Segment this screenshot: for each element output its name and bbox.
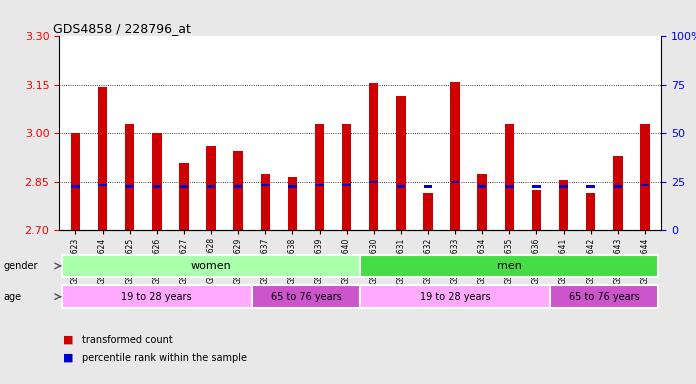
Bar <box>614 185 622 188</box>
Bar <box>62 285 252 308</box>
Bar <box>640 184 649 187</box>
Bar <box>152 185 161 188</box>
Bar <box>477 174 487 230</box>
Bar <box>342 184 351 187</box>
Text: GDS4858 / 228796_at: GDS4858 / 228796_at <box>53 22 191 35</box>
Bar <box>424 185 432 188</box>
Bar <box>180 185 188 188</box>
Bar <box>396 96 406 230</box>
Bar <box>62 255 360 277</box>
Text: men: men <box>497 261 522 271</box>
Bar <box>315 124 324 230</box>
Bar <box>586 193 596 230</box>
Bar <box>532 190 541 230</box>
Bar <box>206 146 216 230</box>
Text: transformed count: transformed count <box>82 335 173 345</box>
Text: percentile rank within the sample: percentile rank within the sample <box>82 353 247 363</box>
Text: 65 to 76 years: 65 to 76 years <box>569 291 640 302</box>
Bar <box>179 162 189 230</box>
Bar <box>234 185 242 188</box>
Bar <box>423 193 433 230</box>
Text: 65 to 76 years: 65 to 76 years <box>271 291 341 302</box>
Bar <box>505 185 514 188</box>
Bar <box>613 156 622 230</box>
Bar <box>587 185 595 188</box>
Text: gender: gender <box>3 261 38 271</box>
Bar <box>98 184 106 187</box>
Bar <box>360 285 550 308</box>
Bar <box>450 82 460 230</box>
Bar <box>342 124 351 230</box>
Bar <box>370 180 378 183</box>
Bar <box>261 184 269 187</box>
Text: women: women <box>191 261 231 271</box>
Bar <box>560 185 568 188</box>
Bar <box>360 255 658 277</box>
Text: 19 to 28 years: 19 to 28 years <box>122 291 192 302</box>
Bar <box>71 134 80 230</box>
Bar <box>252 285 360 308</box>
Bar <box>505 124 514 230</box>
Bar <box>397 185 405 188</box>
Bar <box>71 185 80 188</box>
Bar <box>233 151 243 230</box>
Bar <box>640 124 649 230</box>
Bar <box>288 185 296 188</box>
Bar <box>207 185 215 188</box>
Text: age: age <box>3 292 22 302</box>
Bar <box>451 180 459 183</box>
Text: 19 to 28 years: 19 to 28 years <box>420 291 491 302</box>
Text: ■: ■ <box>63 353 73 363</box>
Bar <box>478 185 487 188</box>
Bar <box>369 83 379 230</box>
Text: ■: ■ <box>63 335 73 345</box>
Bar <box>125 124 134 230</box>
Bar <box>532 185 541 188</box>
Bar <box>125 185 134 188</box>
Bar <box>287 177 297 230</box>
Bar <box>559 180 569 230</box>
Bar <box>260 174 270 230</box>
Bar <box>152 134 161 230</box>
Bar <box>550 285 658 308</box>
Bar <box>98 86 107 230</box>
Bar <box>315 184 324 187</box>
